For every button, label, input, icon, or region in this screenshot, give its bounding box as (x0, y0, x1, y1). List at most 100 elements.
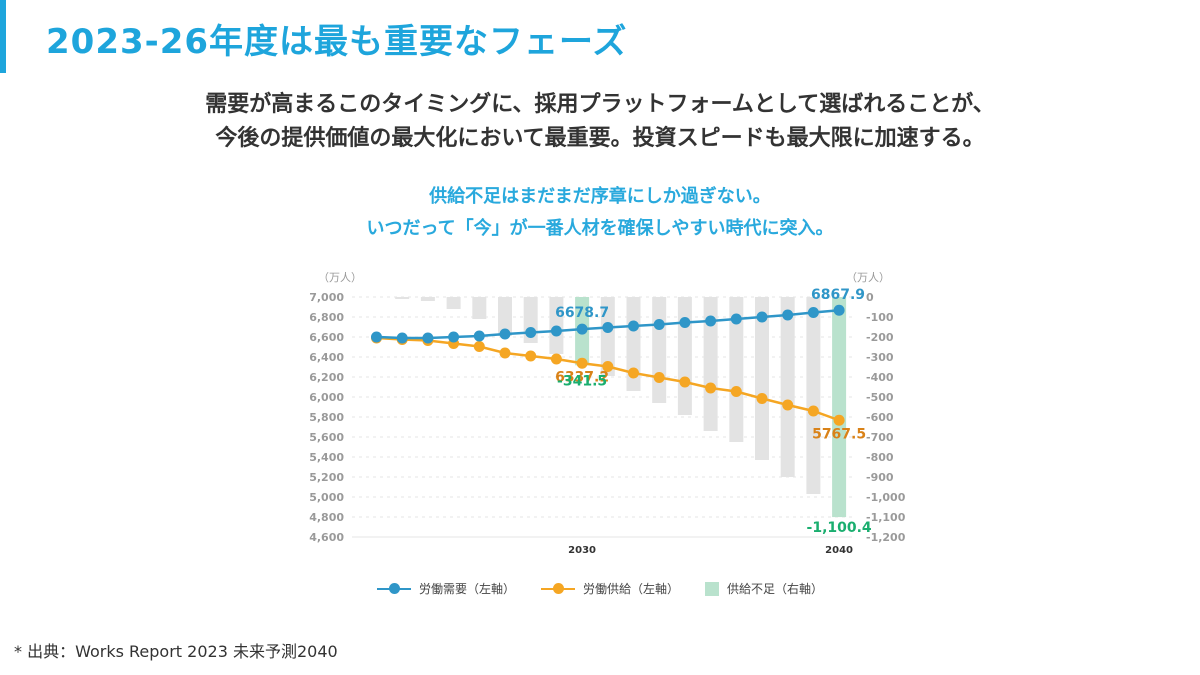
left-axis-tick-label: 5,400 (309, 451, 344, 464)
right-axis-tick-label: 0 (866, 291, 874, 304)
demand-point (730, 313, 742, 325)
right-axis-tick-label: -1,200 (866, 531, 906, 544)
right-axis-tick-label: -300 (866, 351, 894, 364)
subheading-line-2: いつだって「今」が一番人材を確保しやすい時代に突入。 (366, 218, 834, 239)
supply-point (756, 393, 768, 404)
supply-point (602, 361, 614, 372)
demand-point (628, 320, 639, 332)
demand-point (550, 325, 562, 337)
demand-point (499, 328, 511, 340)
shortage-bar (472, 297, 487, 319)
supply-point (473, 341, 485, 352)
demand-point (422, 332, 434, 344)
right-axis-tick-label: -500 (866, 391, 894, 404)
chart-legend: 労働需要（左軸） 労働供給（左軸） 供給不足（右軸） (0, 580, 1200, 597)
lead-line-2: 今後の提供価値の最大化において最重要。投資スピードも最大限に加速する。 (215, 126, 985, 151)
shortage-bar (806, 297, 821, 494)
data-label: -341.5 (557, 373, 607, 389)
left-axis-tick-label: 5,800 (309, 411, 344, 424)
demand-point (371, 331, 382, 343)
left-axis-unit: （万人） (318, 271, 362, 284)
title-accent-bar (0, 0, 6, 73)
data-label: -1,100.4 (807, 520, 872, 536)
left-axis-tick-label: 6,800 (309, 311, 344, 324)
right-axis-unit: （万人） (846, 271, 890, 284)
demand-point (705, 315, 717, 327)
supply-point (525, 350, 537, 362)
left-axis-tick-label: 6,600 (309, 331, 344, 344)
demand-point (653, 319, 665, 330)
right-axis-tick-label: -900 (866, 471, 894, 484)
shortage-bar (420, 297, 435, 301)
data-label: 5767.5 (812, 426, 866, 442)
supply-legend-marker (540, 582, 575, 594)
left-axis-tick-label: 5,200 (309, 471, 344, 484)
shortage-bar (729, 297, 744, 442)
legend-item-shortage: 供給不足（右軸） (705, 580, 823, 597)
x-axis-tick-label: 2040 (825, 545, 853, 556)
left-axis-tick-label: 6,200 (309, 371, 344, 384)
shortage-bar (446, 297, 461, 309)
shortage-bar (395, 297, 410, 299)
source-footnote: * 出典：Works Report 2023 未来予測2040 (14, 642, 338, 661)
shortage-bar (755, 297, 769, 460)
legend-item-demand: 労働需要（左軸） (376, 580, 515, 597)
shortage-bar (677, 297, 692, 415)
line-series (371, 304, 845, 426)
supply-point (653, 372, 665, 383)
supply-point (679, 376, 691, 388)
legend-label-shortage: 供給不足（右軸） (727, 582, 824, 596)
right-axis-tick-label: -400 (866, 371, 894, 384)
demand-point (448, 331, 460, 343)
left-axis-tick-label: 7,000 (309, 291, 344, 304)
demand-legend-marker (376, 582, 411, 594)
supply-point (833, 414, 845, 426)
demand-point (396, 332, 408, 344)
demand-point (782, 309, 794, 321)
legend-label-supply: 労働供給（左軸） (582, 582, 679, 596)
left-axis-tick-label: 6,000 (309, 391, 344, 404)
shortage-bar (652, 297, 667, 403)
grid-layer (352, 296, 852, 538)
supply-point (576, 357, 588, 369)
data-label: 6678.7 (555, 305, 609, 321)
shortage-bar (703, 297, 718, 431)
axes: （万人） （万人） 7,000 6,800 6,600 6,400 6,200 6,000… (309, 271, 906, 556)
left-axis-tick-label: 5,000 (309, 491, 344, 504)
shortage-legend-marker (705, 581, 719, 596)
page-title: 2023-26年度は最も重要なフェーズ (46, 22, 628, 62)
data-label: 6867.9 (811, 287, 865, 303)
demand-point (807, 307, 819, 318)
shortage-bar (626, 297, 641, 391)
right-axis-tick-label: -100 (866, 311, 894, 324)
demand-point (525, 327, 537, 338)
shortage-bar (832, 297, 847, 518)
data-label: 6337.2 (555, 369, 609, 385)
demand-point (756, 311, 768, 323)
shortage-bars (395, 297, 847, 518)
supply-point (730, 386, 742, 397)
x-axis-tick-label: 2030 (568, 545, 596, 556)
left-axis-tick-label: 6,400 (309, 351, 344, 364)
subheading-line-1: 供給不足はまだまだ序章にしか過ぎない。 (429, 186, 771, 207)
lead-line-1: 需要が高まるこのタイミングに、採用プラットフォームとして選ばれることが、 (205, 92, 995, 117)
demand-point (679, 317, 691, 328)
shortage-bar (780, 297, 795, 477)
left-axis-tick-label: 4,800 (309, 511, 344, 524)
shortage-bar (498, 297, 512, 336)
right-axis-tick-label: -1,000 (866, 491, 906, 504)
demand-point (602, 322, 614, 333)
supply-point (807, 405, 819, 417)
demand-point (833, 304, 845, 316)
right-axis-tick-label: -200 (866, 331, 894, 344)
demand-point (576, 323, 588, 335)
supply-point (782, 399, 794, 411)
demand-point (473, 330, 485, 342)
supply-point (550, 353, 562, 365)
legend-item-supply: 労働供給（左軸） (540, 580, 679, 597)
right-axis-tick-label: -700 (866, 431, 894, 444)
right-axis-tick-label: -600 (866, 411, 894, 424)
right-axis-tick-label: -1,100 (866, 511, 906, 524)
legend-label-demand: 労働需要（左軸） (418, 582, 515, 596)
data-labels: 6678.7 6337.2-341.5 6867.9 5767.5 -1,100.4 (555, 287, 872, 536)
